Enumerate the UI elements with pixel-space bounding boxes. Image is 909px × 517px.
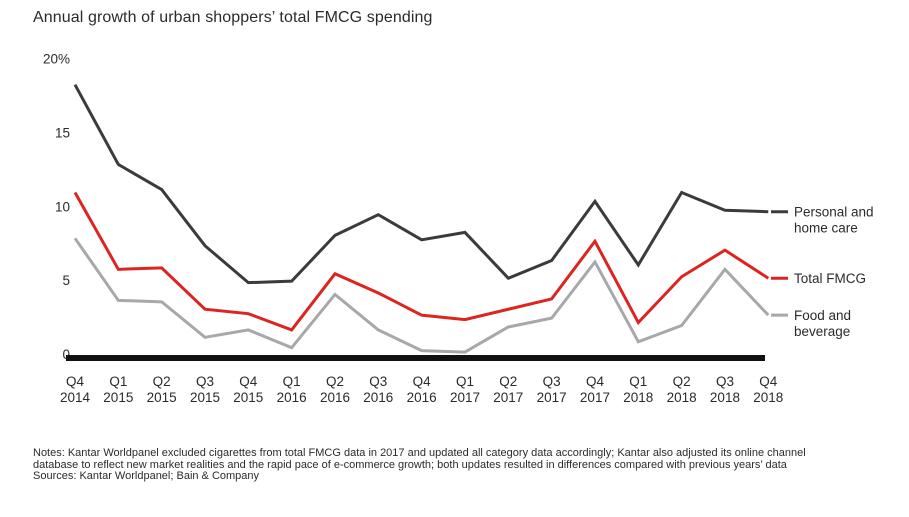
year-label: 2015 <box>103 390 133 405</box>
series-line-total-fmcg <box>73 191 770 332</box>
year-label: 2015 <box>190 390 220 405</box>
quarter-label: Q4 <box>586 374 605 389</box>
year-label: 2016 <box>320 390 350 405</box>
quarter-label: Q3 <box>369 374 387 389</box>
chart-title: Annual growth of urban shoppers’ total F… <box>33 9 433 26</box>
quarter-label: Q1 <box>109 374 127 389</box>
y-tick-label-10: 10 <box>55 199 70 214</box>
series-lines <box>73 83 770 354</box>
sources-line: Sources: Kantar Worldpanel; Bain & Compa… <box>33 470 260 483</box>
quarter-label: Q4 <box>759 374 778 389</box>
quarter-label: Q4 <box>66 374 85 389</box>
x-axis-tick-labels: Q42014Q12015Q22015Q32015Q42015Q12016Q220… <box>60 374 783 405</box>
quarter-label: Q3 <box>543 374 561 389</box>
legend-label-line: Personal and <box>794 205 874 220</box>
footnotes: Notes: Kantar Worldpanel excluded cigare… <box>33 447 893 483</box>
year-label: 2018 <box>710 390 740 405</box>
quarter-label: Q2 <box>499 374 517 389</box>
y-tick-label-20pct: 20% <box>43 52 70 67</box>
legend-label-line: home care <box>794 221 858 236</box>
quarter-label: Q2 <box>326 374 344 389</box>
quarter-label: Q4 <box>239 374 258 389</box>
legend-label-line: beverage <box>794 324 850 339</box>
quarter-label: Q1 <box>456 374 474 389</box>
quarter-label: Q2 <box>673 374 691 389</box>
y-tick-label-0: 0 <box>62 347 70 362</box>
notes-line-1: Notes: Kantar Worldpanel excluded cigare… <box>33 447 806 459</box>
year-label: 2018 <box>753 390 783 405</box>
year-label: 2017 <box>450 390 480 405</box>
year-label: 2017 <box>580 390 610 405</box>
quarter-label: Q4 <box>413 374 432 389</box>
legend-label-line: Total FMCG <box>794 271 866 286</box>
year-label: 2015 <box>147 390 177 405</box>
series-line-food-and-beverage <box>73 237 770 354</box>
notes-line-2: database to reflect new market realities… <box>33 458 787 471</box>
quarter-label: Q3 <box>196 374 214 389</box>
year-label: 2015 <box>233 390 263 405</box>
year-label: 2016 <box>407 390 437 405</box>
legend-label-line: Food and <box>794 308 851 323</box>
quarter-label: Q3 <box>716 374 734 389</box>
x-axis-line <box>66 355 765 361</box>
year-label: 2018 <box>667 390 697 405</box>
y-axis-tick-labels: 0 5 10 15 20% <box>43 52 70 363</box>
year-label: 2014 <box>60 390 91 405</box>
quarter-label: Q2 <box>153 374 171 389</box>
year-label: 2017 <box>537 390 567 405</box>
quarter-label: Q1 <box>283 374 301 389</box>
legend-item-total-fmcg: Total FMCG <box>771 271 866 286</box>
quarter-label: Q1 <box>629 374 647 389</box>
y-tick-label-15: 15 <box>55 125 70 140</box>
year-label: 2018 <box>623 390 653 405</box>
year-label: 2016 <box>363 390 393 405</box>
series-line-personal-and-home-care <box>73 83 769 285</box>
year-label: 2016 <box>277 390 307 405</box>
year-label: 2017 <box>493 390 523 405</box>
y-tick-label-5: 5 <box>62 273 70 288</box>
